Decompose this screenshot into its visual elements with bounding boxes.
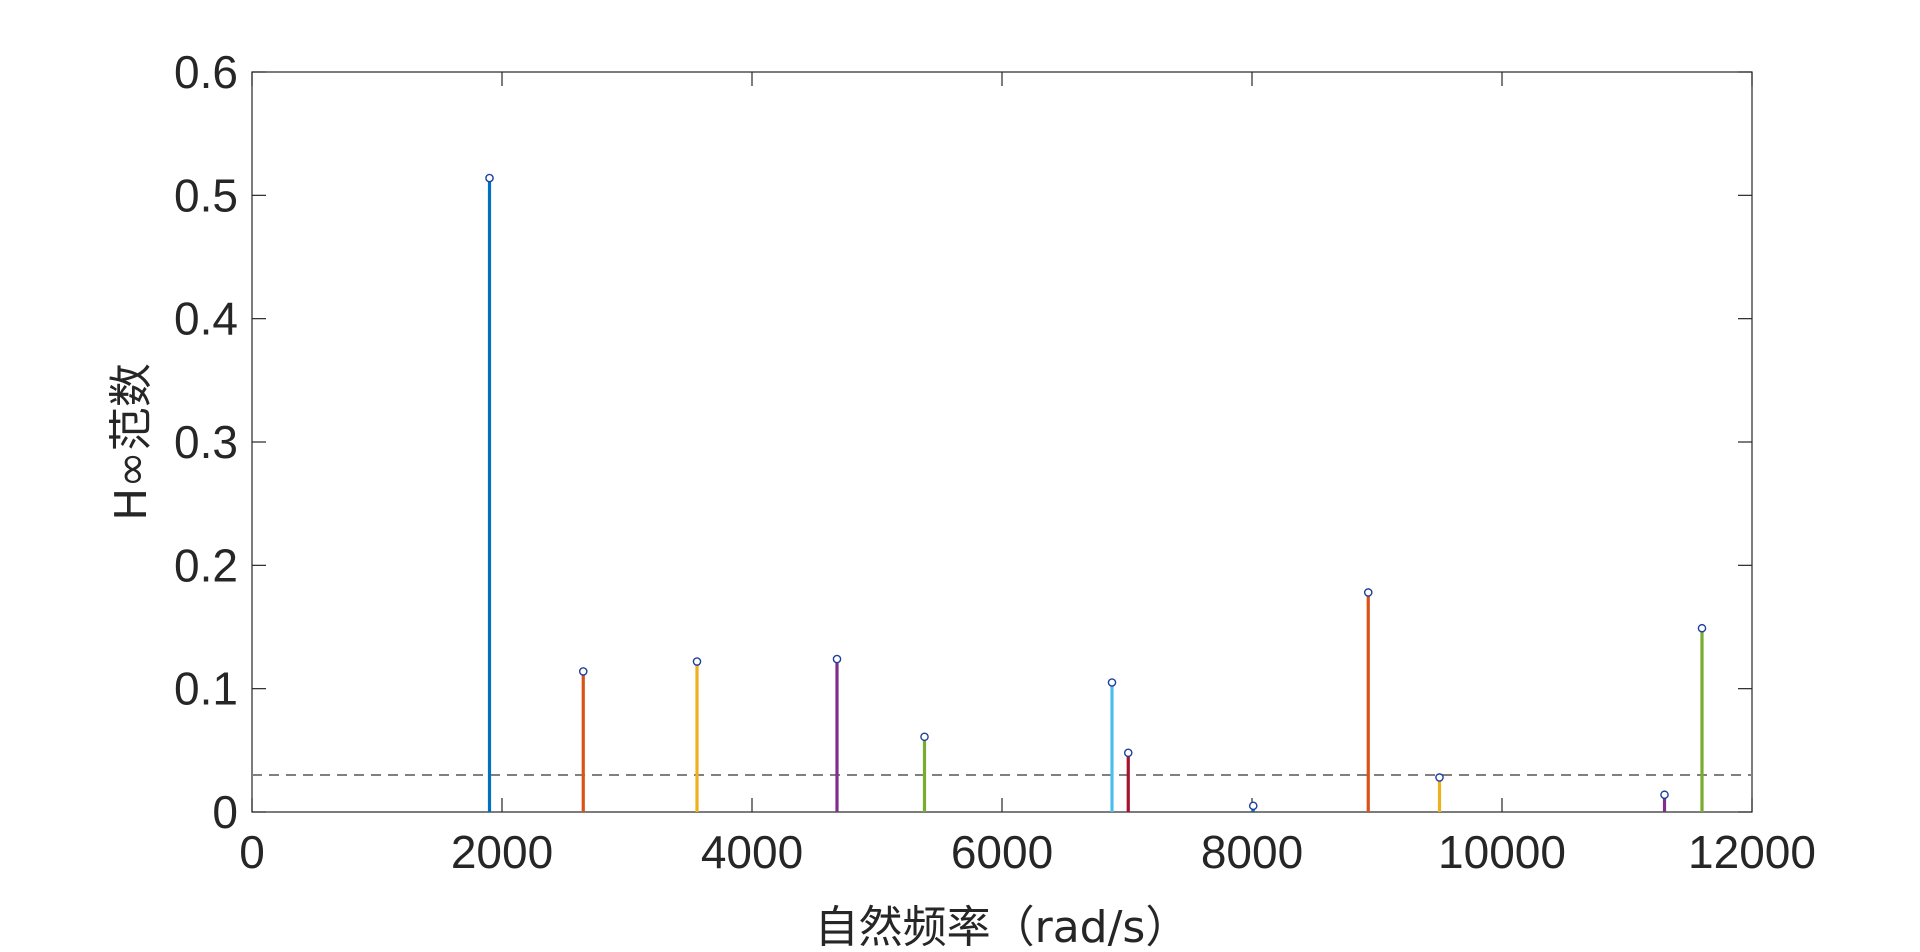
- x-tick-label: 10000: [1438, 826, 1566, 878]
- stem-marker: [578, 667, 588, 676]
- x-axis-title: 自然频率（rad/s）: [815, 902, 1190, 952]
- x-tick-labels: 0 2000 4000 6000 8000 10000 12000: [239, 826, 1816, 878]
- y-tick-label: 0.4: [174, 293, 238, 345]
- stem-marker: [1107, 678, 1117, 687]
- y-tick-label: 0: [212, 786, 238, 838]
- x-tick-label: 0: [239, 826, 265, 878]
- stem-marker: [485, 173, 494, 183]
- y-tick-label: 0.5: [174, 169, 238, 221]
- stem-marker: [1697, 623, 1707, 633]
- axis-ticks: [251, 71, 1753, 813]
- y-axis-title: H∞范数: [106, 363, 157, 521]
- stem-marker: [1248, 801, 1258, 811]
- x-tick-label: 4000: [701, 826, 803, 878]
- stems-layer: [485, 173, 1707, 812]
- y-tick-labels: 0 0.1 0.2 0.3 0.4 0.5 0.6: [174, 46, 238, 838]
- x-tick-label: 12000: [1688, 826, 1816, 878]
- x-tick-label: 6000: [951, 826, 1053, 878]
- y-tick-label: 0.6: [174, 46, 238, 98]
- stem-marker: [1363, 588, 1373, 597]
- x-tick-label: 2000: [451, 826, 553, 878]
- stem-marker: [1660, 790, 1669, 800]
- y-tick-label: 0.2: [174, 539, 238, 591]
- x-tick-label: 8000: [1201, 826, 1303, 878]
- stem-marker: [1123, 748, 1133, 758]
- y-tick-label: 0.3: [174, 416, 238, 468]
- stem-marker: [920, 732, 929, 742]
- stem-marker: [692, 657, 702, 666]
- stem-marker: [832, 654, 842, 664]
- y-tick-label: 0.1: [174, 663, 238, 715]
- stem-marker: [1435, 773, 1444, 782]
- plot-area: [251, 71, 1753, 813]
